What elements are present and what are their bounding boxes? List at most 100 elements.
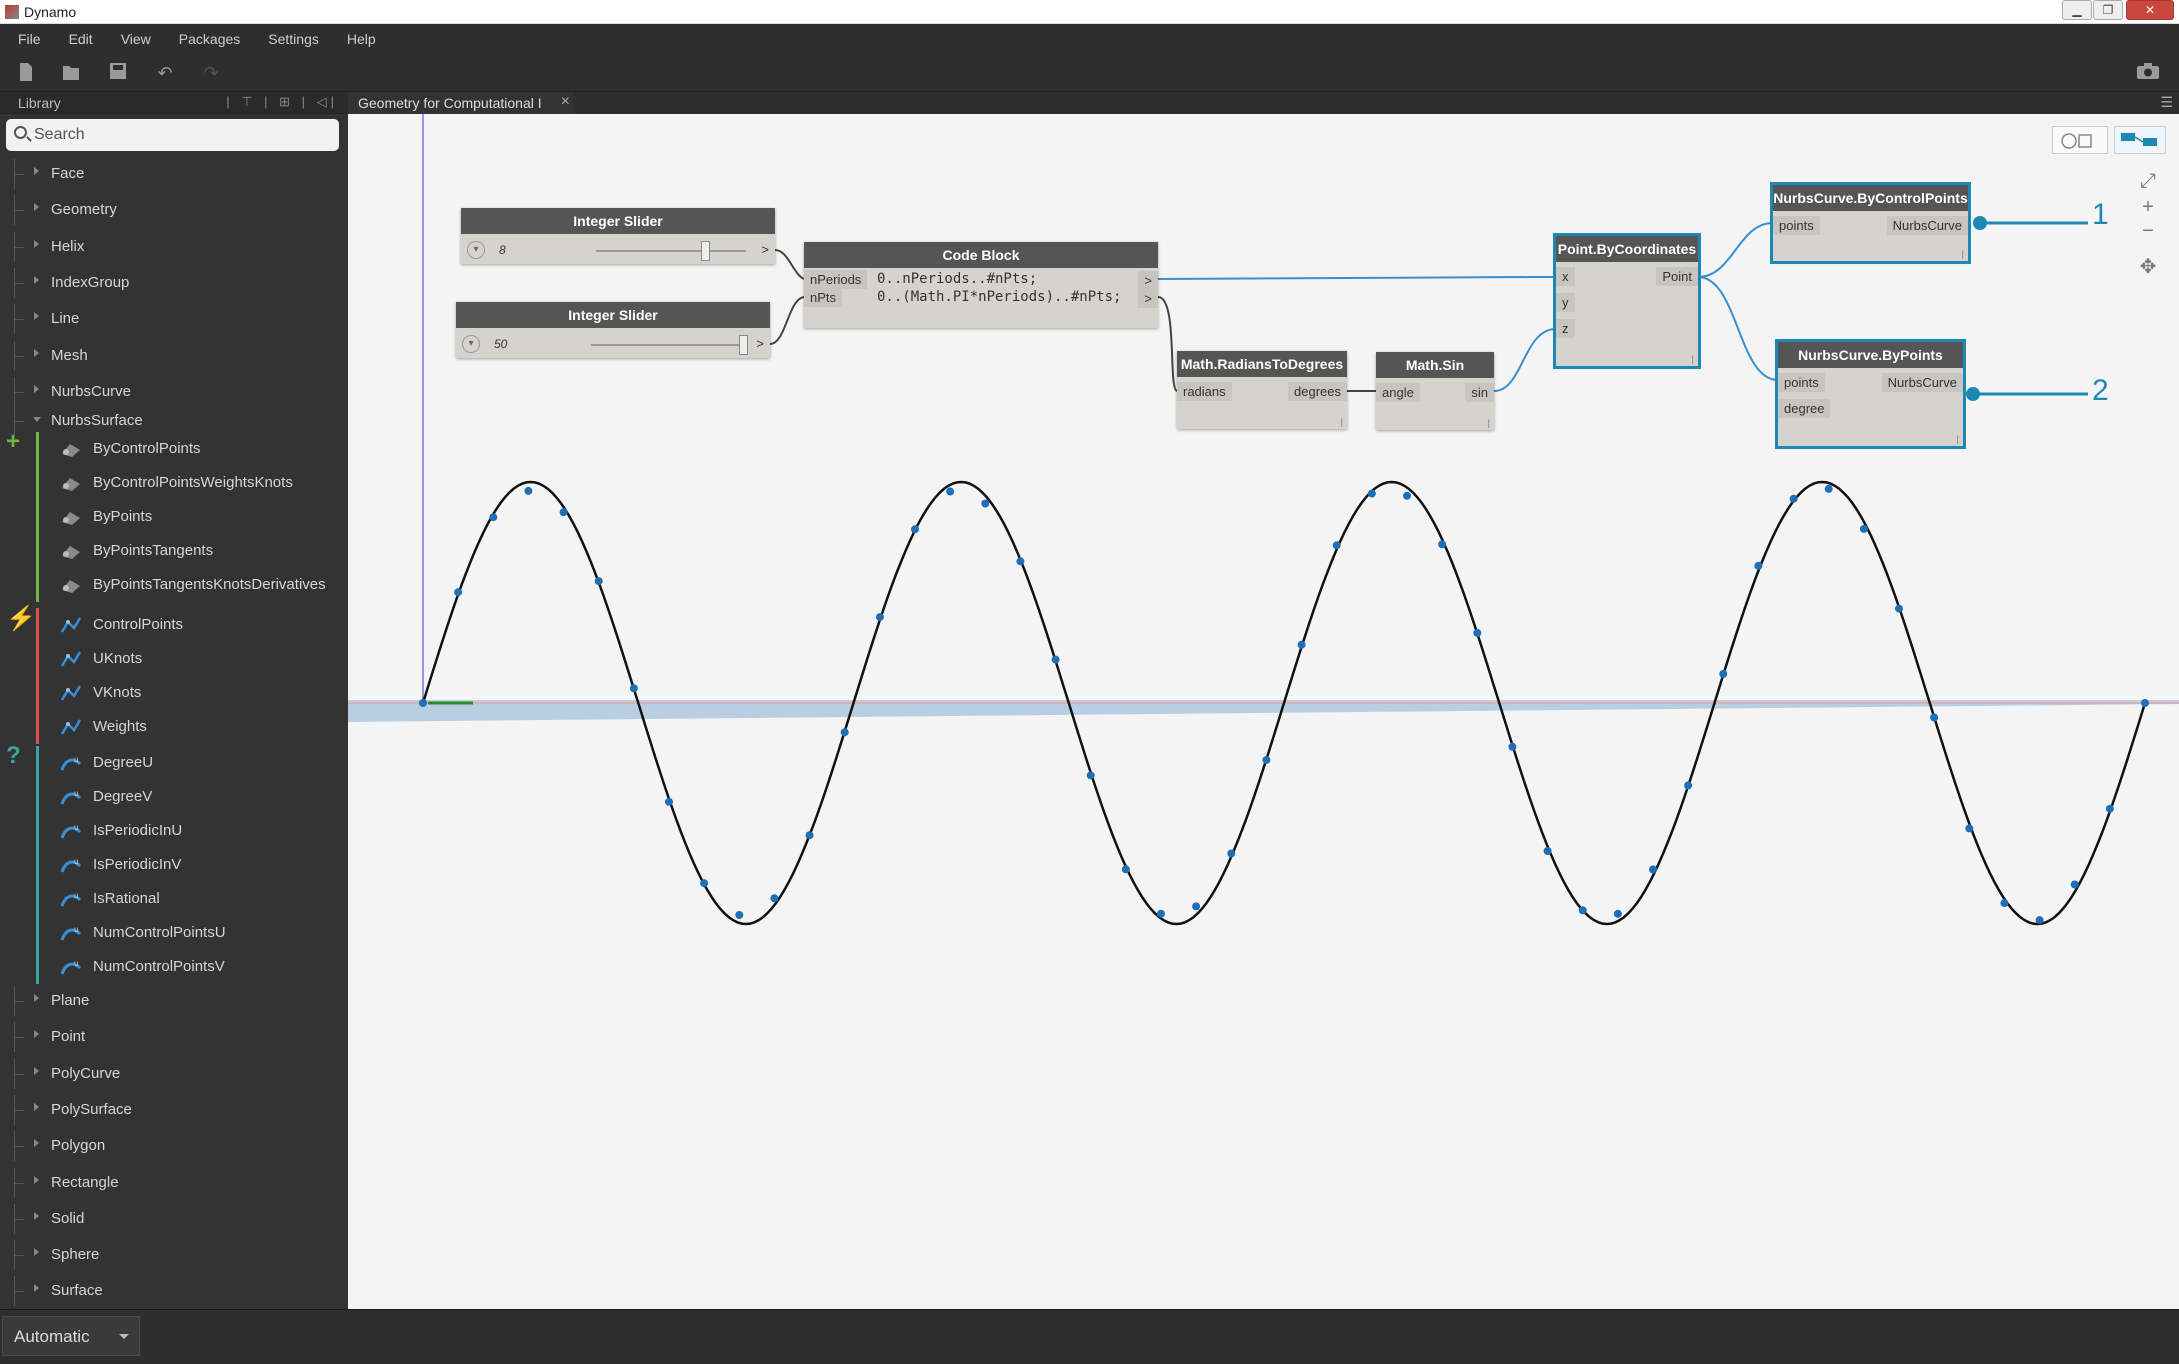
code-block-input-nperiods[interactable]: nPeriods [804, 270, 868, 289]
library-category[interactable]: PolyCurve [0, 1058, 348, 1089]
y-input-port[interactable]: y [1556, 293, 1575, 312]
nurbscurve-bycontrolpoints-node[interactable]: NurbsCurve.ByControlPoints points NurbsC… [1770, 182, 1971, 264]
library-category[interactable]: Point [0, 1022, 348, 1053]
graph-view-toggle[interactable] [2114, 126, 2166, 154]
library-node-item[interactable]: ControlPoints [0, 608, 348, 642]
library-category[interactable]: Mesh [0, 340, 348, 371]
z-input-port[interactable]: z [1556, 319, 1575, 338]
menu-help[interactable]: Help [346, 31, 376, 47]
library-node-item[interactable]: u NumControlPointsV [0, 950, 348, 984]
slider1-thumb[interactable] [701, 241, 710, 261]
library-category[interactable]: NurbsCurve [0, 376, 348, 407]
curve2-degree-input-port[interactable]: degree [1778, 399, 1831, 418]
zoom-in-icon[interactable]: + [2142, 196, 2154, 218]
library-node-item[interactable]: ByControlPoints [0, 432, 348, 466]
menu-settings[interactable]: Settings [268, 31, 319, 47]
code-block-output-1[interactable]: > [1138, 271, 1158, 290]
code-block-node[interactable]: Code Block nPeriods nPts 0..nPeriods..#n… [804, 242, 1158, 328]
curve1-output-port[interactable]: NurbsCurve [1886, 216, 1968, 235]
save-icon[interactable] [105, 62, 131, 84]
slider1-output-port[interactable]: > [761, 242, 769, 257]
slider1-expand-icon[interactable]: ▾ [467, 241, 485, 259]
library-node-item[interactable]: u IsPeriodicInV [0, 848, 348, 882]
workspace-canvas[interactable]: ⤢ + − ✥ Integer Slider ▾ 8 > Integer Sli… [348, 114, 2179, 1309]
slider2-value[interactable]: 50 [494, 337, 508, 351]
x-input-port[interactable]: x [1556, 267, 1575, 286]
menu-packages[interactable]: Packages [178, 31, 241, 47]
library-category-label: NurbsCurve [51, 382, 132, 400]
point-output-port[interactable]: Point [1656, 267, 1698, 286]
library-node-item[interactable]: ByPoints [0, 500, 348, 534]
library-view-toggles[interactable]: | ⊤ | ⊞ | ◁| [226, 94, 338, 109]
slider2-expand-icon[interactable]: ▾ [462, 335, 480, 353]
library-category[interactable]: Face [0, 159, 348, 189]
library-node-item[interactable]: ByPointsTangents [0, 534, 348, 568]
library-category[interactable]: Surface [0, 1276, 348, 1307]
code-line-2[interactable]: 0..(Math.PI*nPeriods)..#nPts; [877, 289, 1122, 305]
degrees-output-port[interactable]: degrees [1288, 382, 1347, 401]
undo-icon[interactable]: ↶ [157, 63, 173, 83]
library-node-item[interactable]: ByPointsTangentsKnotsDerivatives [0, 568, 348, 602]
library-category[interactable]: Plane [0, 986, 348, 1016]
radians-input-port[interactable]: radians [1177, 382, 1232, 401]
camera-icon[interactable] [2135, 62, 2161, 84]
curve2-output-port[interactable]: NurbsCurve [1881, 373, 1963, 392]
library-category[interactable]: Sphere [0, 1240, 348, 1271]
redo-icon[interactable]: ↷ [203, 63, 219, 83]
minimize-button[interactable]: ▁ [2062, 0, 2092, 20]
curve2-points-input-port[interactable]: points [1778, 373, 1825, 392]
slider1-track[interactable] [596, 250, 746, 252]
library-category[interactable]: IndexGroup [0, 267, 348, 298]
restore-button[interactable]: ❐ [2093, 0, 2123, 20]
library-node-item[interactable]: ByControlPointsWeightsKnots [0, 466, 348, 500]
zoom-out-icon[interactable]: − [2142, 220, 2154, 242]
library-category[interactable]: Polygon [0, 1131, 348, 1162]
code-block-output-2[interactable]: > [1138, 289, 1158, 308]
library-node-item[interactable]: VKnots [0, 676, 348, 710]
math-sin-node[interactable]: Math.Sin angle sin | [1376, 352, 1494, 430]
menu-edit[interactable]: Edit [68, 31, 93, 47]
pan-icon[interactable]: ✥ [2139, 256, 2157, 278]
workspace-tab[interactable]: Geometry for Computational I × [348, 92, 574, 114]
library-category[interactable]: Solid [0, 1203, 348, 1234]
angle-input-port[interactable]: angle [1376, 383, 1420, 402]
library-category[interactable]: NurbsSurface [0, 406, 348, 436]
library-category[interactable]: Line [0, 304, 348, 335]
library-category[interactable]: Rectangle [0, 1167, 348, 1198]
nurbscurve-bypoints-node[interactable]: NurbsCurve.ByPoints points degree NurbsC… [1775, 339, 1966, 449]
radians-to-degrees-node[interactable]: Math.RadiansToDegrees radians degrees | [1177, 351, 1347, 429]
integer-slider-2[interactable]: Integer Slider ▾ 50 > [456, 302, 770, 358]
library-node-item[interactable]: u IsPeriodicInU [0, 814, 348, 848]
slider2-track[interactable] [591, 344, 741, 346]
tab-menu-icon[interactable]: ☰ [2160, 94, 2173, 110]
menu-file[interactable]: File [18, 31, 41, 47]
library-node-item[interactable]: u DegreeU [0, 746, 348, 780]
run-mode-dropdown[interactable]: Automatic [2, 1316, 140, 1356]
tab-close-icon[interactable]: × [560, 93, 570, 110]
library-node-item[interactable]: UKnots [0, 642, 348, 676]
code-line-1[interactable]: 0..nPeriods..#nPts; [877, 271, 1038, 287]
library-node-item[interactable]: u DegreeV [0, 780, 348, 814]
slider1-value[interactable]: 8 [499, 243, 506, 257]
library-search[interactable] [6, 119, 339, 151]
library-node-item[interactable]: u IsRational [0, 882, 348, 916]
search-input[interactable] [34, 123, 329, 147]
sin-output-port[interactable]: sin [1465, 383, 1494, 402]
library-node-item[interactable]: u NumControlPointsU [0, 916, 348, 950]
geometry-view-toggle[interactable] [2052, 126, 2108, 154]
curve1-points-input-port[interactable]: points [1773, 216, 1820, 235]
new-file-icon[interactable] [13, 62, 39, 84]
menu-view[interactable]: View [120, 31, 151, 47]
close-button[interactable]: ✕ [2126, 0, 2174, 20]
point-by-coordinates-node[interactable]: Point.ByCoordinates x y z Point | [1553, 233, 1701, 369]
library-category[interactable]: Helix [0, 231, 348, 262]
open-file-icon[interactable] [58, 62, 84, 84]
slider2-thumb[interactable] [739, 335, 748, 355]
library-category[interactable]: PolySurface [0, 1094, 348, 1125]
integer-slider-1[interactable]: Integer Slider ▾ 8 > [461, 208, 775, 264]
zoom-to-fit-icon[interactable]: ⤢ [2140, 170, 2156, 192]
library-category[interactable]: Geometry [0, 195, 348, 226]
library-node-item[interactable]: Weights [0, 710, 348, 744]
slider2-output-port[interactable]: > [756, 336, 764, 351]
code-block-input-npts[interactable]: nPts [804, 288, 843, 307]
